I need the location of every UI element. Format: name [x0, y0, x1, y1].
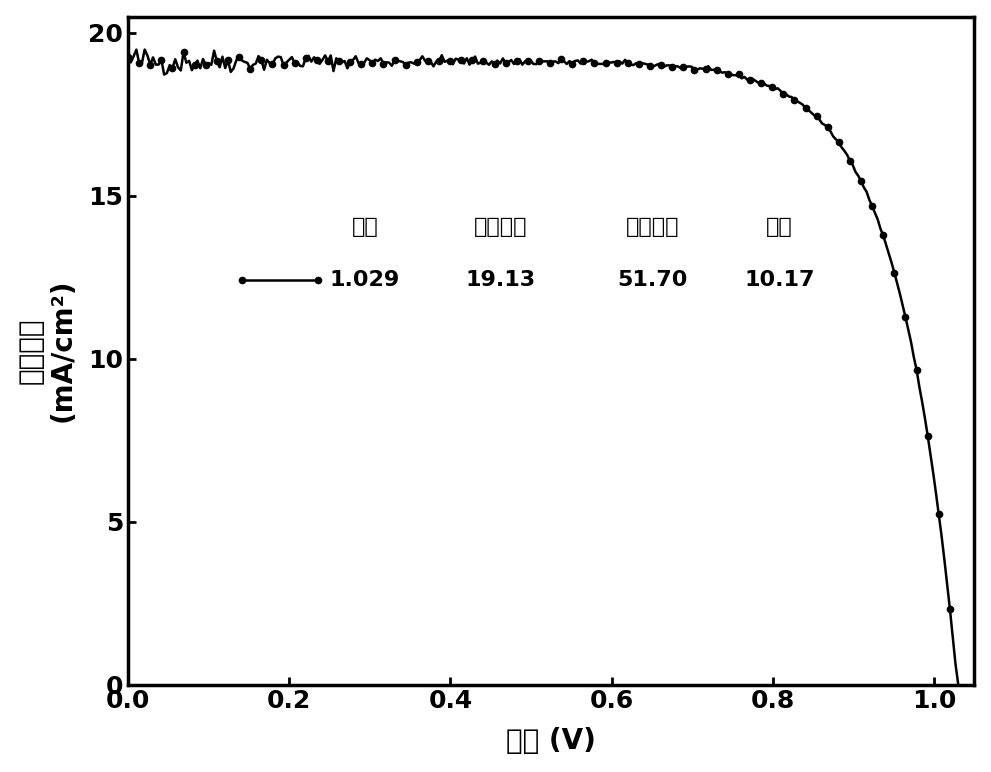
X-axis label: 电压 (V): 电压 (V)	[506, 727, 597, 755]
Text: 10.17: 10.17	[744, 270, 815, 290]
Y-axis label: 电流密度
(mA/cm²): 电流密度 (mA/cm²)	[17, 279, 77, 422]
Text: 1.029: 1.029	[330, 270, 400, 290]
Text: 效率: 效率	[766, 217, 793, 237]
Text: 51.70: 51.70	[617, 270, 688, 290]
Text: 开压: 开压	[352, 217, 379, 237]
Text: 短路电流: 短路电流	[474, 217, 527, 237]
Text: 填充因子: 填充因子	[626, 217, 680, 237]
Text: 19.13: 19.13	[466, 270, 535, 290]
